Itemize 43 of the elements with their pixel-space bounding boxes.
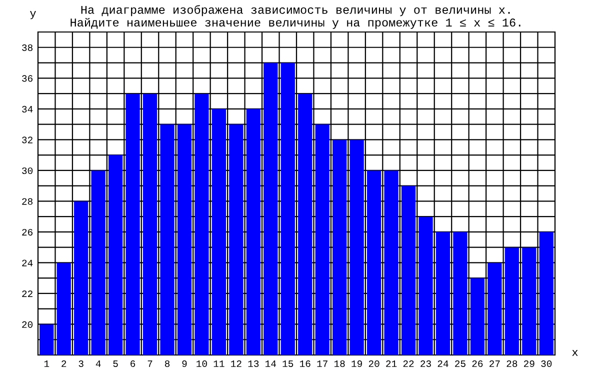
y-tick-label: 22 [22,290,32,297]
x-tick-label: 27 [490,360,500,367]
x-tick-label: 30 [541,360,552,367]
x-tick-label: 18 [334,360,345,367]
x-tick-label: 26 [472,360,483,367]
x-tick-label: 21 [386,360,397,367]
x-tick-label: 29 [524,360,534,367]
x-tick-label: 1 [44,360,50,367]
x-tick-label: 23 [420,360,431,367]
x-tick-label: 10 [196,360,207,367]
chart-title: На диаграмме изображена зависимость величины у от величины х. Найдите наименьшее значение величины у на промежутке 1 ≤ х ≤ 16. [70,5,520,29]
x-tick-label: 14 [266,360,276,367]
y-tick-label: 24 [22,260,33,266]
y-tick-label: 26 [22,228,33,236]
x-tick-label: 22 [403,360,414,367]
y-tick-label: 20 [22,321,33,328]
x-tick-label: 17 [317,360,328,367]
x-tick-label: 6 [130,360,136,367]
x-tick-label: 25 [455,360,466,367]
y-tick-label: 38 [22,44,32,51]
y-tick-label: 34 [22,106,33,113]
y-axis-title: у [30,11,36,20]
x-tick-label: 13 [248,360,259,367]
x-tick-label: 24 [438,360,448,367]
x-tick-label: 12 [231,360,242,367]
x-tick-label: 4 [96,360,101,367]
x-tick-label: 7 [148,360,152,367]
y-tick-label: 30 [22,167,33,174]
x-axis-title: х [572,350,578,356]
x-tick-label: 5 [113,360,118,367]
x-tick-label: 28 [506,360,518,367]
x-tick-label: 11 [214,360,224,367]
x-tick-label: 20 [368,360,380,367]
y-tick-label: 28 [22,198,32,205]
x-tick-label: 3 [78,360,84,367]
y-tick-label: 36 [22,75,33,82]
x-tick-label: 16 [300,360,310,367]
x-tick-label: 15 [282,360,294,367]
x-tick-label: 9 [182,360,187,367]
y-tick-label: 32 [22,136,32,144]
x-tick-label: 8 [164,360,170,367]
x-tick-label: 2 [62,360,66,367]
x-tick-label: 19 [352,360,362,367]
